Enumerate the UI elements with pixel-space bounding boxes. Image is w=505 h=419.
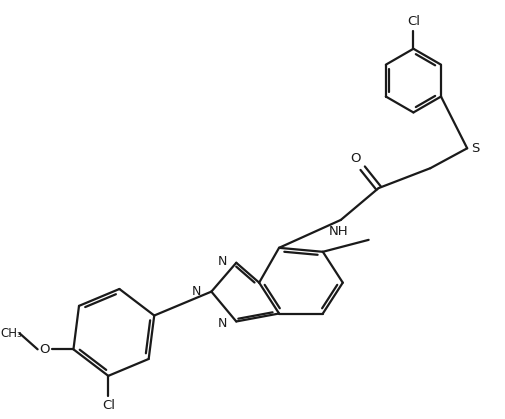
Text: Cl: Cl — [407, 16, 420, 28]
Text: S: S — [471, 142, 479, 155]
Text: NH: NH — [329, 225, 348, 238]
Text: CH₃: CH₃ — [1, 327, 23, 340]
Text: N: N — [218, 255, 227, 268]
Text: Cl: Cl — [102, 399, 115, 412]
Text: O: O — [39, 343, 50, 356]
Text: N: N — [192, 285, 201, 298]
Text: N: N — [218, 317, 227, 330]
Text: O: O — [350, 152, 361, 165]
